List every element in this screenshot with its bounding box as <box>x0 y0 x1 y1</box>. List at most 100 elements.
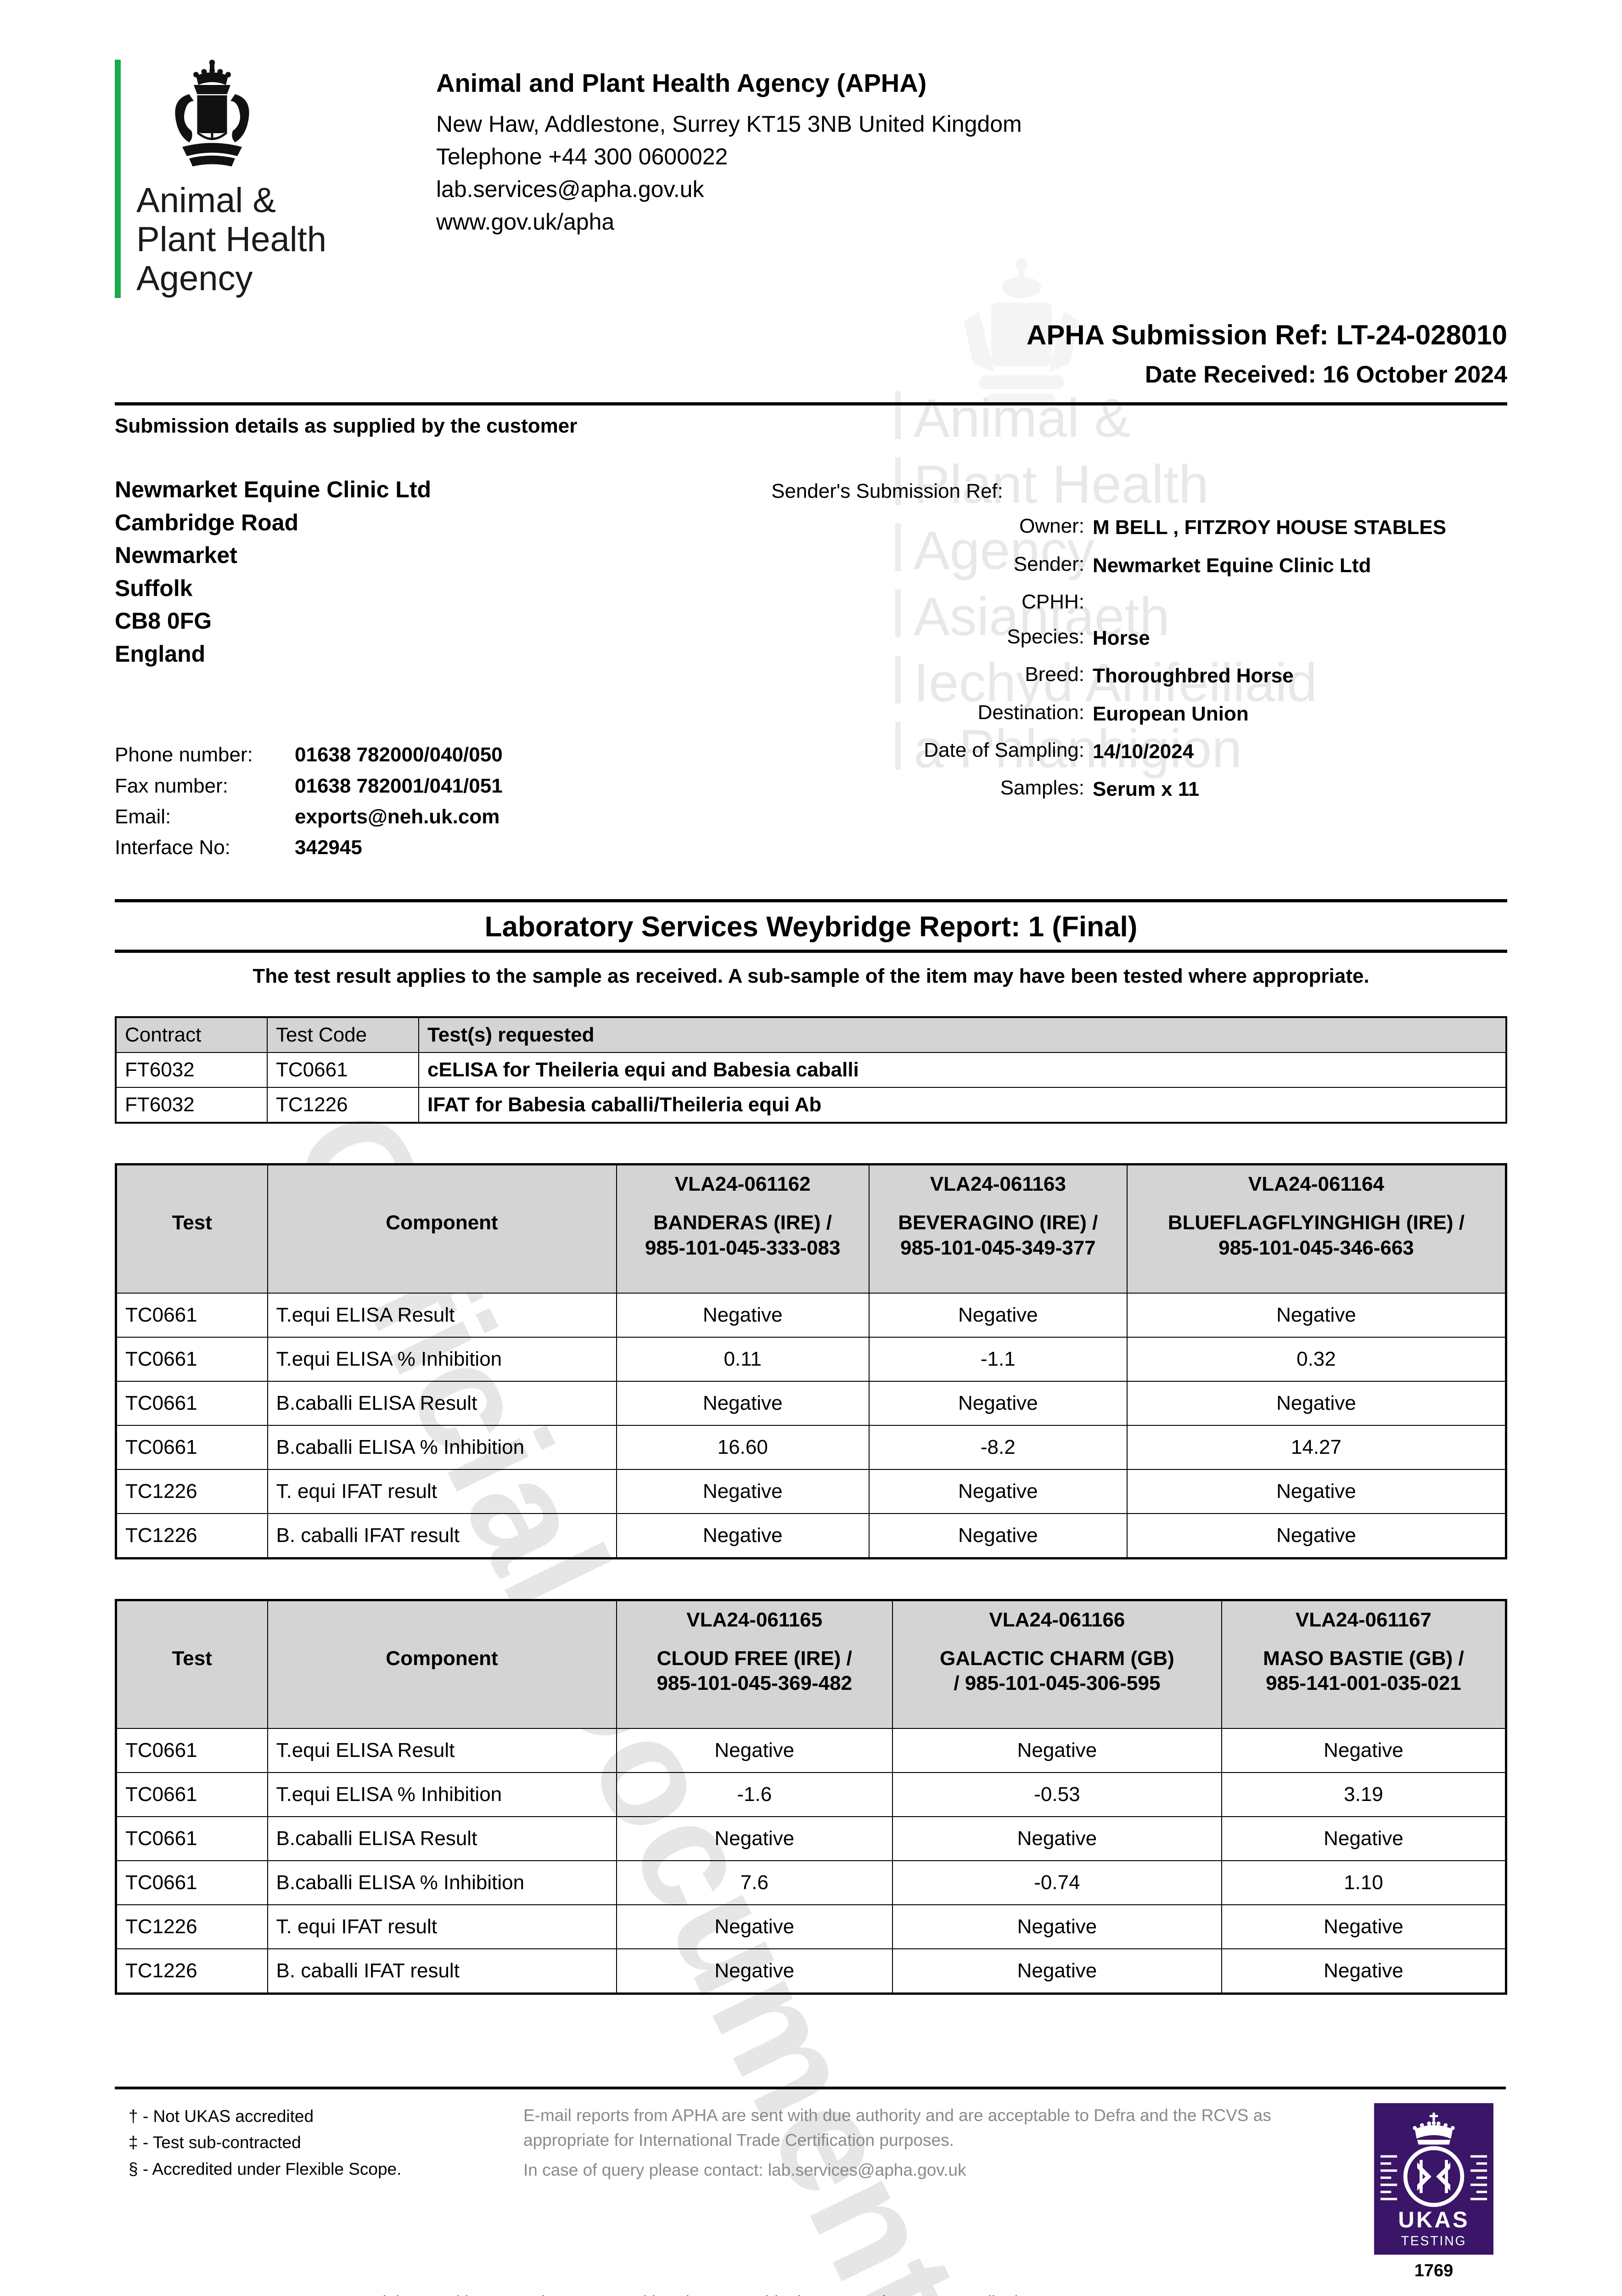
sample-microchip: 985-141-001-035-021 <box>1266 1672 1461 1695</box>
table-row: TC0661 T.equi ELISA % Inhibition -1.6 -0… <box>115 1772 1507 1818</box>
table-row: FT6032 TC0661 cELISA for Theileria equi … <box>115 1052 1507 1088</box>
sample-microchip: / 985-101-045-306-595 <box>954 1672 1161 1695</box>
field-value: Thoroughbred Horse <box>1093 664 1294 687</box>
cell-component: B.caballi ELISA % Inhibition <box>267 1424 617 1470</box>
sample-name: CLOUD FREE (IRE) / <box>657 1647 852 1670</box>
sample-id: VLA24-061163 <box>930 1173 1066 1196</box>
ukas-name: UKAS <box>1398 2208 1469 2233</box>
header-component: Component <box>267 1164 617 1294</box>
cell-test: TC0661 <box>115 1380 268 1426</box>
customer-address: Newmarket Equine Clinic Ltd Cambridge Ro… <box>115 473 771 670</box>
header-test: Test <box>115 1599 268 1729</box>
key-test-sub-contracted: ‡ - Test sub-contracted <box>129 2133 301 2152</box>
cell-component: T. equi IFAT result <box>267 1469 617 1514</box>
contact-label: Interface No: <box>115 836 230 859</box>
query-contact-note: In case of query please contact: lab.ser… <box>523 2161 966 2180</box>
key-not-ukas-accredited: † - Not UKAS accredited <box>129 2107 314 2126</box>
cell-result: Negative <box>1221 1948 1507 1994</box>
ukas-number: 1769 <box>1414 2261 1454 2281</box>
contact-row: Fax number: 01638 782001/041/051 <box>115 771 771 801</box>
ukas-logo-icon: UKAS TESTING <box>1375 2103 1493 2255</box>
report-title-block: Laboratory Services Weybridge Report: 1 … <box>115 899 1507 990</box>
requested-tests-table: Contract Test Code Test(s) requested FT6… <box>115 1016 1507 1124</box>
cell-component: B.caballi ELISA Result <box>267 1380 617 1426</box>
organisation-email: lab.services@apha.gov.uk <box>436 176 704 202</box>
cell-result: Negative <box>616 1904 893 1950</box>
logo-line-3: Agency <box>136 259 253 298</box>
ukas-type: TESTING <box>1401 2234 1467 2248</box>
key-flexible-scope: § - Accredited under Flexible Scope. <box>129 2159 402 2178</box>
field-label: Date of Sampling: <box>924 738 1084 761</box>
header-test-code: Test Code <box>267 1017 419 1053</box>
sample-microchip: 985-101-045-369-482 <box>657 1672 853 1695</box>
submission-ref-block: APHA Submission Ref: LT-24-028010 Date R… <box>115 319 1507 388</box>
cell-test: TC0661 <box>115 1728 268 1773</box>
cell-result: -0.53 <box>892 1772 1222 1818</box>
table-row: TC0661 T.equi ELISA % Inhibition 0.11 -1… <box>115 1336 1507 1382</box>
field-value: Newmarket Equine Clinic Ltd <box>1093 554 1371 577</box>
royal-coat-of-arms-icon <box>175 60 249 167</box>
cell-test: TC0661 <box>115 1292 268 1338</box>
cell-component: B. caballi IFAT result <box>267 1513 617 1559</box>
cell-result: Negative <box>868 1292 1128 1338</box>
field-label: Species: <box>1007 625 1084 648</box>
sample-name: BANDERAS (IRE) / <box>653 1211 832 1234</box>
customer-contact: Phone number: 01638 782000/040/050 Fax n… <box>115 739 771 863</box>
cell-result: Negative <box>616 1380 870 1426</box>
accreditation-key: † - Not UKAS accredited ‡ - Test sub-con… <box>115 2103 514 2281</box>
field-value: Serum x 11 <box>1093 778 1200 801</box>
footer-notes: E-mail reports from APHA are sent with d… <box>514 2103 1360 2281</box>
cell-result: Negative <box>868 1513 1128 1559</box>
table-header-row: Test Component VLA24-061162 BANDERAS (IR… <box>115 1164 1507 1294</box>
opinions-note: Opinions and interpretation expressed he… <box>115 2293 1507 2296</box>
cell-component: B.caballi ELISA Result <box>267 1816 617 1862</box>
senders-submission-ref: Sender's Submission Ref: <box>771 480 1003 503</box>
header-sample-6: VLA24-061167 MASO BASTIE (GB) / 985-141-… <box>1221 1599 1507 1729</box>
logo-line-1: Animal & <box>136 181 276 220</box>
report-rule-bottom <box>115 949 1507 953</box>
cell-test: TC0661 <box>115 1816 268 1862</box>
cell-result: Negative <box>1126 1469 1507 1514</box>
header-sample-3: VLA24-061164 BLUEFLAGFLYINGHIGH (IRE) / … <box>1126 1164 1507 1294</box>
header-divider <box>115 402 1507 406</box>
sample-name: GALACTIC CHARM (GB) <box>940 1647 1174 1670</box>
table-row: TC0661 B.caballi ELISA % Inhibition 7.6 … <box>115 1860 1507 1906</box>
sample-id: VLA24-061166 <box>989 1608 1125 1631</box>
page-footer: † - Not UKAS accredited ‡ - Test sub-con… <box>115 2087 1507 2296</box>
field-value: European Union <box>1093 702 1249 725</box>
sample-id: VLA24-061167 <box>1295 1608 1431 1631</box>
contact-value: exports@neh.uk.com <box>295 805 500 828</box>
table-row: TC0661 T.equi ELISA Result Negative Nega… <box>115 1728 1507 1773</box>
cell-component: T. equi IFAT result <box>267 1904 617 1950</box>
cell-result: Negative <box>1221 1816 1507 1862</box>
contact-value: 342945 <box>295 836 362 859</box>
cell-result: 1.10 <box>1221 1860 1507 1906</box>
address-line: CB8 0FG <box>115 608 212 634</box>
cell-test: TC1226 <box>115 1469 268 1514</box>
cell-result: Negative <box>616 1292 870 1338</box>
table-header-row: Contract Test Code Test(s) requested <box>115 1017 1507 1053</box>
cell-result: Negative <box>616 1469 870 1514</box>
field-value: Horse <box>1093 626 1150 649</box>
cell-result: Negative <box>892 1816 1222 1862</box>
cell-result: 16.60 <box>616 1424 870 1470</box>
submission-field-cphh: CPHH: <box>771 591 1507 613</box>
submission-fields-block: Sender's Submission Ref: Owner: M BELL ,… <box>771 473 1507 863</box>
field-label: Sender: <box>1013 552 1084 575</box>
table-row: TC1226 T. equi IFAT result Negative Nega… <box>115 1469 1507 1514</box>
cell-component: T.equi ELISA % Inhibition <box>267 1772 617 1818</box>
logo-line-2: Plant Health <box>136 220 327 259</box>
details-section: Newmarket Equine Clinic Ltd Cambridge Ro… <box>115 473 1507 863</box>
cell-test-requested: IFAT for Babesia caballi/Theileria equi … <box>418 1087 1507 1124</box>
table-header-row: Test Component VLA24-061165 CLOUD FREE (… <box>115 1599 1507 1729</box>
organisation-telephone: Telephone +44 300 0600022 <box>436 144 728 169</box>
report-title: Laboratory Services Weybridge Report: 1 … <box>484 911 1138 943</box>
cell-result: 0.32 <box>1126 1336 1507 1382</box>
submission-field-breed: Breed: Thoroughbred Horse <box>771 663 1507 689</box>
field-label: CPHH: <box>1021 590 1084 613</box>
cell-result: 3.19 <box>1221 1772 1507 1818</box>
cell-test: TC0661 <box>115 1772 268 1818</box>
cell-component: T.equi ELISA % Inhibition <box>267 1336 617 1382</box>
cell-result: Negative <box>1221 1728 1507 1773</box>
table-row: TC1226 B. caballi IFAT result Negative N… <box>115 1948 1507 1994</box>
